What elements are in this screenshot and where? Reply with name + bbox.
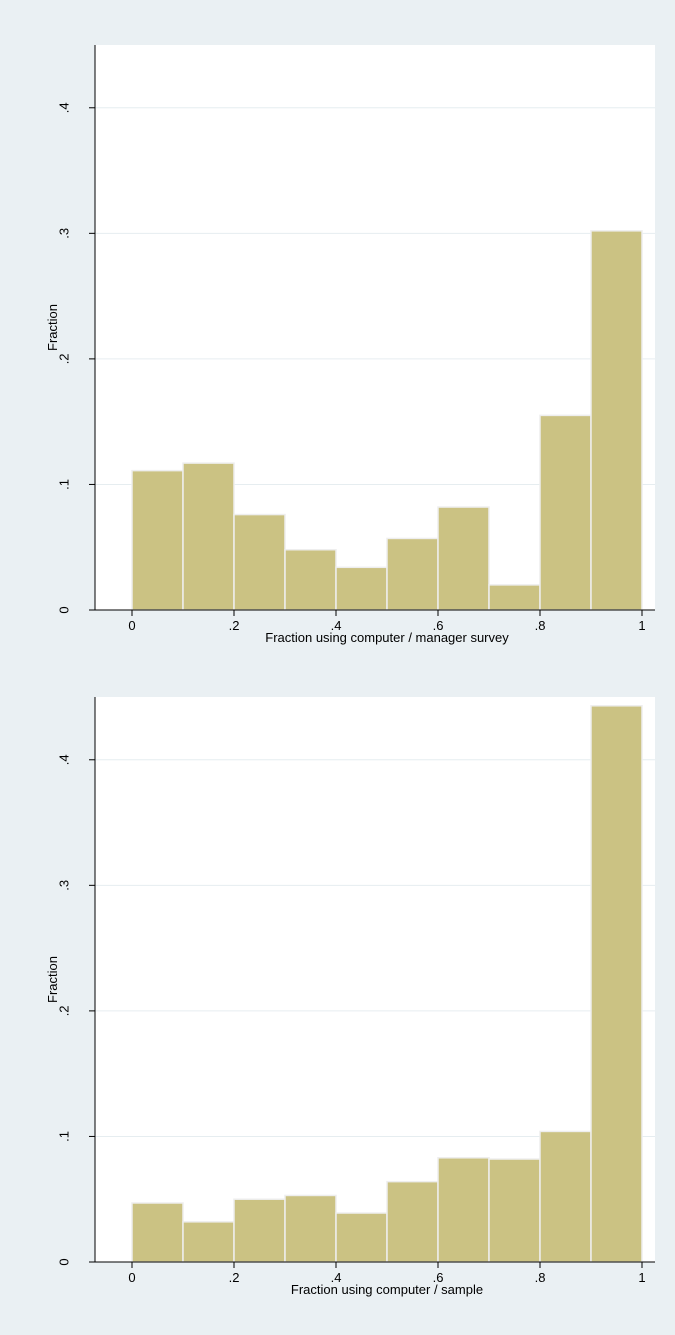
x-tick-label: .4 <box>331 1270 342 1285</box>
histogram-bar <box>437 506 490 611</box>
histogram-bar <box>284 1194 337 1263</box>
x-tick-label: .8 <box>535 618 546 633</box>
y-tick-label: .1 <box>56 479 71 490</box>
x-tick-label: .2 <box>229 1270 240 1285</box>
x-axis-label: Fraction using computer / sample <box>291 1282 483 1297</box>
histogram-bar <box>233 513 286 611</box>
y-axis-label: Fraction <box>45 956 60 1003</box>
histogram-panel-manager-survey: 0 .1 .2 .3 .4 0 .2 .4 .6 .8 1 Fraction Fraction u… <box>45 45 655 645</box>
histogram-bar <box>488 584 541 611</box>
y-tick-label: .2 <box>56 353 71 364</box>
histogram-bar <box>182 462 235 611</box>
x-tick-label: .6 <box>433 1270 444 1285</box>
y-tick-label: .3 <box>56 880 71 891</box>
y-tick-label: 0 <box>56 1258 71 1265</box>
x-ticks: 0 .2 .4 .6 .8 1 <box>128 610 646 633</box>
histogram-bar <box>284 548 337 611</box>
x-axis-label: Fraction using computer / manager survey <box>265 630 509 645</box>
y-tick-label: 0 <box>56 606 71 613</box>
y-tick-label: .4 <box>56 754 71 765</box>
x-tick-label: 1 <box>638 1270 645 1285</box>
y-tick-label: .2 <box>56 1005 71 1016</box>
histogram-bar <box>590 705 643 1263</box>
histogram-bar <box>335 566 388 611</box>
histogram-bar <box>539 414 592 611</box>
x-tick-label: .8 <box>535 1270 546 1285</box>
y-tick-label: .4 <box>56 102 71 113</box>
x-tick-label: .6 <box>433 618 444 633</box>
x-tick-label: .4 <box>331 618 342 633</box>
y-ticks: 0 .1 .2 .3 .4 <box>56 102 95 614</box>
x-tick-label: 0 <box>128 618 135 633</box>
histogram-panel-sample: 0 .1 .2 .3 .4 0 .2 .4 .6 .8 1 Fraction Fraction u… <box>45 697 655 1297</box>
histogram-bar <box>386 537 439 611</box>
histogram-bar <box>590 230 643 611</box>
histogram-bar <box>131 469 184 611</box>
x-tick-label: 0 <box>128 1270 135 1285</box>
histogram-bar <box>539 1130 592 1263</box>
histogram-bar <box>335 1212 388 1263</box>
x-tick-label: .2 <box>229 618 240 633</box>
y-ticks: 0 .1 .2 .3 .4 <box>56 754 95 1266</box>
histogram-bar <box>437 1157 490 1263</box>
x-tick-label: 1 <box>638 618 645 633</box>
histogram-bar <box>233 1198 286 1263</box>
histogram-bar <box>182 1221 235 1263</box>
bars <box>131 705 643 1263</box>
y-axis-label: Fraction <box>45 304 60 351</box>
x-ticks: 0 .2 .4 .6 .8 1 <box>128 1262 646 1285</box>
histogram-bar <box>131 1202 184 1263</box>
histogram-bar <box>386 1180 439 1263</box>
y-tick-label: .1 <box>56 1131 71 1142</box>
histogram-bar <box>488 1158 541 1263</box>
y-tick-label: .3 <box>56 228 71 239</box>
